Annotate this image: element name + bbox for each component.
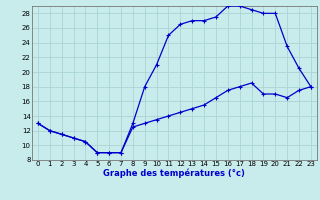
X-axis label: Graphe des températures (°c): Graphe des températures (°c) (103, 169, 245, 178)
